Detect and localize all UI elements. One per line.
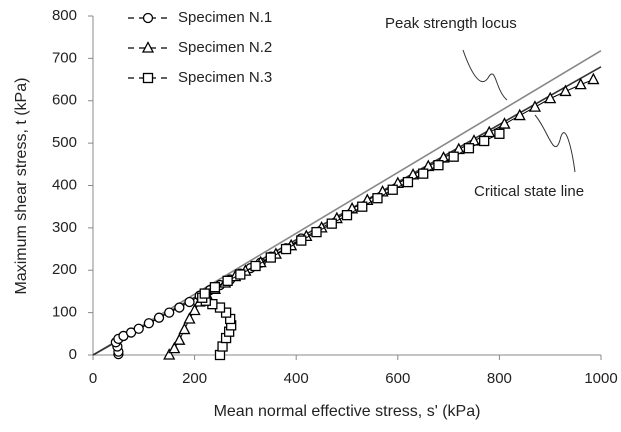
- marker: [163, 348, 176, 360]
- legend-label: Specimen N.2: [178, 39, 272, 56]
- marker: [188, 303, 201, 316]
- y-tick-label: 0: [69, 346, 77, 363]
- marker: [341, 210, 353, 221]
- x-tick-label: 200: [182, 370, 207, 387]
- marker: [173, 333, 186, 345]
- marker: [164, 307, 175, 318]
- annotation: Critical state line: [474, 183, 584, 200]
- marker: [494, 128, 505, 139]
- marker: [265, 252, 276, 263]
- marker: [184, 296, 195, 308]
- y-axis-title: Maximum shear stress, t (kPa): [13, 78, 30, 295]
- marker: [513, 108, 526, 121]
- x-tick-label: 800: [487, 370, 512, 387]
- marker: [174, 302, 185, 313]
- marker: [587, 72, 600, 85]
- marker: [217, 341, 228, 352]
- y-tick-label: 200: [52, 261, 77, 278]
- marker: [153, 312, 165, 323]
- y-tick-label: 400: [52, 176, 77, 193]
- marker: [143, 318, 155, 329]
- legend-label: Specimen N.3: [178, 69, 272, 86]
- annotation: Peak strength locus: [385, 15, 517, 32]
- marker: [498, 117, 511, 129]
- marker: [280, 243, 292, 255]
- marker: [463, 143, 475, 154]
- marker: [433, 160, 444, 171]
- marker: [357, 201, 368, 212]
- x-tick-label: 1000: [584, 370, 617, 387]
- marker: [183, 312, 196, 324]
- marker: [528, 100, 542, 112]
- x-tick-label: 600: [385, 370, 410, 387]
- x-axis-title: Mean normal effective stress, s' (kPa): [214, 403, 481, 420]
- marker: [402, 176, 414, 188]
- marker: [199, 288, 210, 299]
- legend-marker: [142, 72, 154, 84]
- marker: [209, 282, 221, 293]
- marker: [296, 235, 307, 246]
- marker: [559, 84, 572, 97]
- y-tick-label: 800: [52, 7, 77, 24]
- marker: [448, 151, 459, 162]
- y-tick-label: 600: [52, 92, 77, 109]
- series-line: [201, 133, 500, 356]
- marker: [250, 260, 261, 272]
- y-tick-label: 300: [52, 219, 77, 236]
- y-tick-label: 500: [52, 134, 77, 151]
- marker: [372, 193, 383, 204]
- annotation-arrow: [462, 49, 508, 101]
- marker: [479, 135, 490, 147]
- x-tick-label: 400: [284, 370, 309, 387]
- series-line: [168, 79, 594, 356]
- legend-marker: [141, 41, 155, 53]
- marker: [222, 275, 233, 286]
- legend-marker: [142, 12, 154, 24]
- marker: [311, 226, 322, 238]
- marker: [544, 91, 557, 104]
- annotation-arrow: [534, 114, 576, 173]
- marker: [133, 323, 144, 334]
- marker: [387, 184, 398, 195]
- marker: [418, 168, 429, 179]
- y-tick-label: 100: [52, 304, 77, 321]
- marker: [214, 349, 226, 361]
- x-tick-label: 0: [89, 370, 97, 387]
- marker: [326, 218, 337, 229]
- marker: [168, 341, 181, 354]
- y-tick-label: 700: [52, 49, 77, 66]
- legend-label: Specimen N.1: [178, 9, 272, 26]
- marker: [235, 269, 246, 280]
- marker: [178, 322, 191, 335]
- marker: [574, 77, 587, 90]
